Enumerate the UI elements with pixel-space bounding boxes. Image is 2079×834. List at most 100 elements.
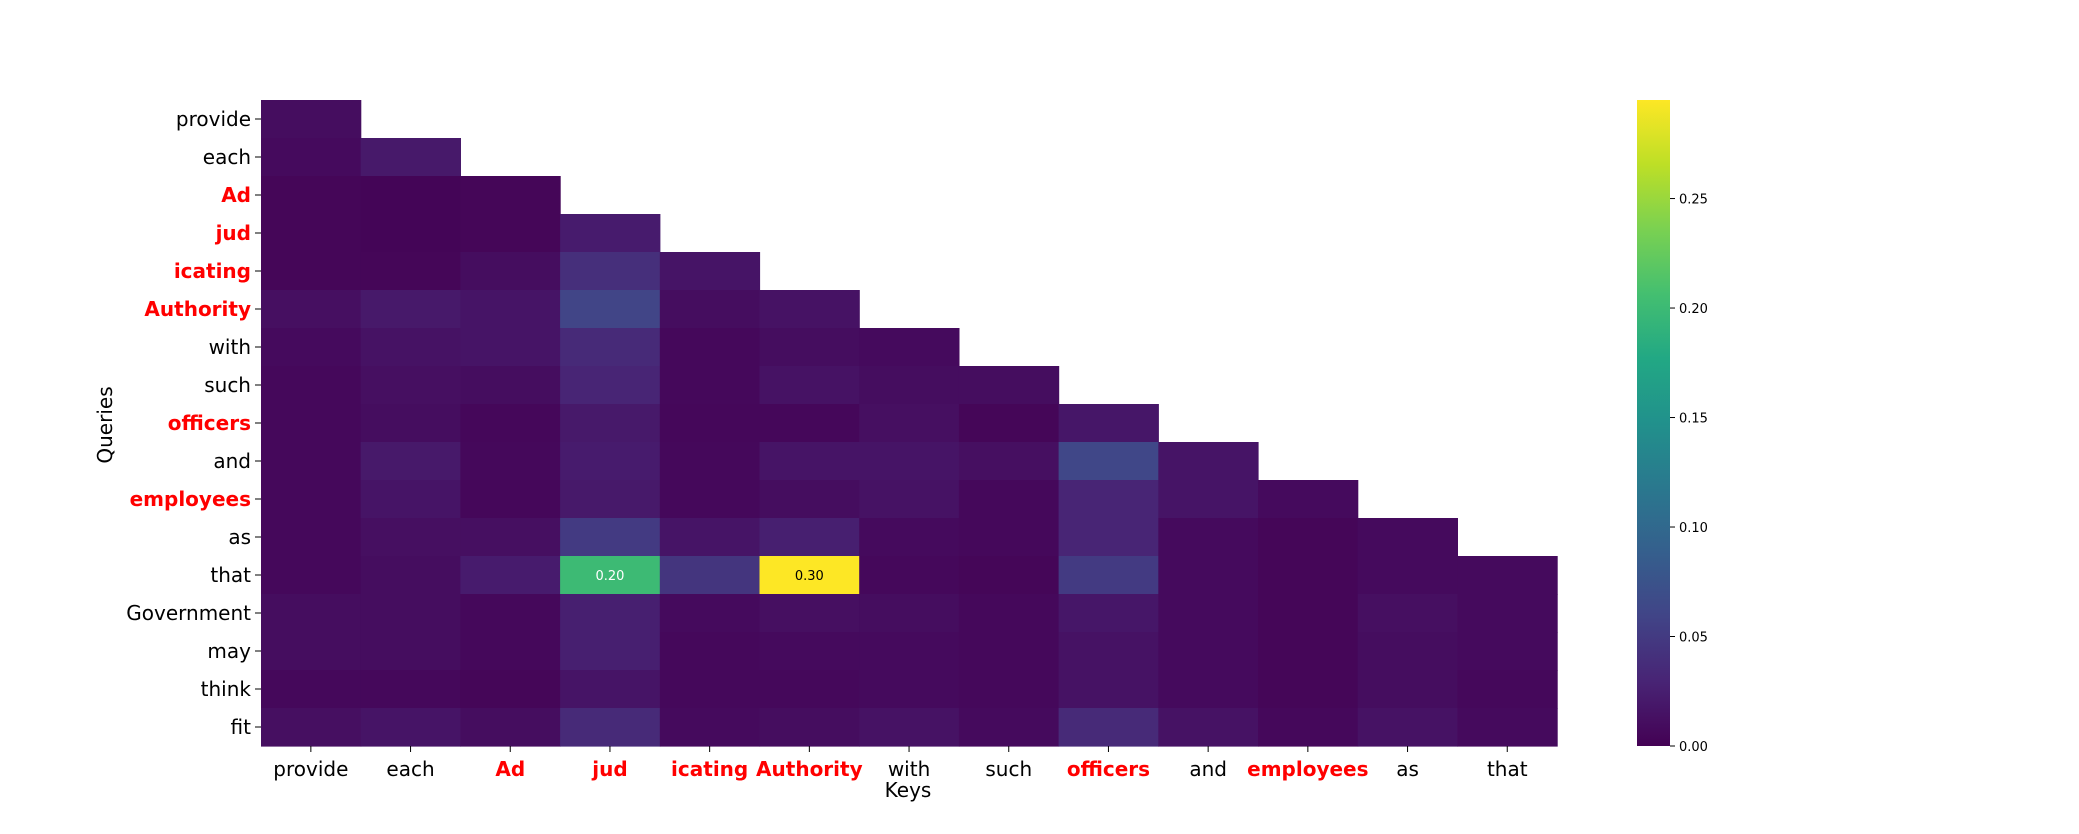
heatmap-cell — [360, 290, 461, 329]
heatmap-cell — [560, 404, 661, 443]
heatmap-cell — [1357, 670, 1458, 709]
heatmap-cell — [560, 328, 661, 367]
heatmap-cell — [1158, 594, 1259, 633]
heatmap-cell — [460, 708, 561, 747]
y-tick-label: Government — [126, 601, 251, 625]
heatmap-cell — [360, 328, 461, 367]
heatmap-cell — [261, 670, 362, 709]
colorbar-tick-label: 0.05 — [1679, 631, 1708, 646]
x-tick-label: employees — [1247, 757, 1368, 781]
heatmap-cell — [360, 518, 461, 557]
heatmap-cell — [360, 404, 461, 443]
heatmap-cell — [759, 556, 860, 595]
y-tick-label: think — [201, 677, 252, 701]
heatmap-cell — [859, 556, 960, 595]
heatmap-cell — [958, 442, 1060, 481]
heatmap-cell — [560, 670, 661, 709]
heatmap-cell — [1158, 670, 1259, 709]
heatmap-cell — [659, 556, 761, 595]
heatmap-cell — [560, 214, 661, 253]
colorbar-tick-label: 0.25 — [1679, 193, 1708, 208]
heatmap-cell — [1357, 708, 1458, 747]
x-tick-label: each — [386, 757, 434, 781]
heatmap-cell — [560, 632, 661, 671]
heatmap-cell — [659, 404, 761, 443]
heatmap-cell — [261, 480, 362, 519]
heatmap-cell — [958, 670, 1060, 709]
heatmap-cell — [958, 632, 1060, 671]
heatmap-cell — [560, 366, 661, 405]
y-tick-label: officers — [168, 411, 251, 435]
heatmap-cell — [460, 518, 561, 557]
y-tick-label: provide — [176, 107, 251, 131]
heatmap-cell — [659, 328, 761, 367]
heatmap-cell — [1258, 594, 1359, 633]
heatmap-cell — [659, 670, 761, 709]
heatmap-cell — [1258, 480, 1359, 519]
heatmap-cell — [759, 708, 860, 747]
heatmap-cell — [460, 176, 561, 215]
heatmap-cell — [460, 252, 561, 291]
heatmap-cell — [360, 670, 461, 709]
heatmap-cell — [261, 138, 362, 177]
heatmap-cell — [460, 480, 561, 519]
cell-annotation: 0.30 — [795, 569, 824, 584]
heatmap-cell — [759, 518, 860, 557]
heatmap-cell — [1158, 442, 1259, 481]
heatmap-cell — [261, 594, 362, 633]
y-tick-label: each — [203, 145, 251, 169]
heatmap-cell — [1158, 518, 1259, 557]
heatmap-cell — [1058, 404, 1159, 443]
heatmap-cell — [1158, 708, 1259, 747]
y-tick-label: jud — [215, 221, 251, 245]
heatmap-cell — [759, 328, 860, 367]
heatmap-cell — [1058, 556, 1159, 595]
heatmap-cell — [1058, 518, 1159, 557]
heatmap-cell — [261, 404, 362, 443]
x-tick-label: officers — [1067, 757, 1150, 781]
heatmap-cell — [360, 594, 461, 633]
heatmap-cell — [859, 366, 960, 405]
x-tick-label: jud — [591, 757, 627, 781]
heatmap-cell — [1357, 632, 1458, 671]
colorbar-gradient — [1637, 100, 1670, 746]
y-tick-label: as — [228, 525, 251, 549]
heatmap-cell — [261, 708, 362, 747]
heatmap-cell — [859, 480, 960, 519]
heatmap-cell — [261, 632, 362, 671]
y-tick-label: that — [210, 563, 251, 587]
heatmap-cell — [560, 556, 661, 595]
heatmap-cell — [460, 556, 561, 595]
cell-annotations: 0.20 0.30 — [595, 569, 823, 584]
y-tick-label: may — [207, 639, 251, 663]
heatmap-cell — [659, 518, 761, 557]
heatmap-cell — [360, 138, 461, 177]
heatmap-cell — [659, 708, 761, 747]
heatmap-cell — [1058, 442, 1159, 481]
heatmap-cell — [759, 670, 860, 709]
heatmap-cell — [1357, 556, 1458, 595]
heatmap-cell — [659, 632, 761, 671]
x-tick-label: Ad — [495, 757, 525, 781]
heatmap-cell — [759, 366, 860, 405]
colorbar-tick-label: 0.10 — [1679, 521, 1708, 536]
heatmap-cell — [759, 290, 860, 329]
heatmap-cell — [360, 366, 461, 405]
heatmap-cell — [1457, 632, 1558, 671]
heatmap-cell — [1457, 556, 1558, 595]
heatmap-cell — [859, 442, 960, 481]
heatmap-cell — [958, 594, 1060, 633]
heatmap-cell — [560, 708, 661, 747]
heatmap-cell — [958, 556, 1060, 595]
heatmap-cell — [460, 632, 561, 671]
x-tick-label: and — [1189, 757, 1227, 781]
heatmap-cell — [958, 708, 1060, 747]
heatmap-cell — [1357, 518, 1458, 557]
heatmap-cell — [1457, 594, 1558, 633]
heatmap-cell — [460, 328, 561, 367]
cell-annotation: 0.20 — [595, 569, 624, 584]
x-tick-label: icating — [671, 757, 748, 781]
heatmap-cell — [859, 518, 960, 557]
heatmap-cell — [759, 594, 860, 633]
x-tick-label: that — [1487, 757, 1528, 781]
